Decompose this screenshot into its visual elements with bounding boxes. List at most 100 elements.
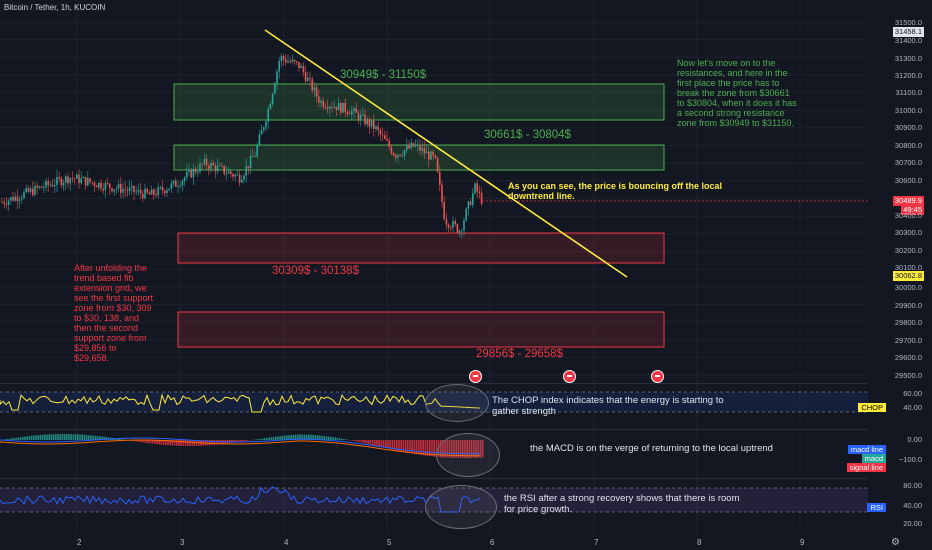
macd-histogram-bar bbox=[310, 434, 312, 440]
macd-histogram-bar bbox=[154, 440, 156, 444]
rsi-line bbox=[0, 486, 481, 513]
macd-histogram-bar bbox=[382, 440, 385, 448]
macd-histogram-bar bbox=[136, 440, 138, 442]
macd-histogram-bar bbox=[6, 439, 9, 440]
resistance-zone-2 bbox=[173, 83, 665, 121]
candle bbox=[408, 140, 410, 150]
candle bbox=[443, 196, 445, 221]
macd-histogram-bar bbox=[424, 440, 427, 456]
countdown-tag: 49:45 bbox=[901, 205, 924, 215]
macd-histogram-bar bbox=[17, 437, 20, 440]
macd-histogram-bar bbox=[255, 439, 257, 440]
candle bbox=[131, 180, 133, 195]
candle bbox=[331, 101, 333, 113]
candle bbox=[87, 171, 89, 187]
candle bbox=[249, 149, 252, 174]
candle bbox=[7, 198, 10, 212]
time-axis[interactable]: 2 3 4 5 6 7 8 9 bbox=[0, 535, 932, 550]
macd-histogram-bar bbox=[193, 440, 196, 446]
event-marker-icon[interactable] bbox=[563, 370, 576, 383]
macd-histogram-bar bbox=[270, 437, 273, 440]
pane-separator[interactable] bbox=[0, 383, 868, 384]
candle bbox=[309, 71, 311, 87]
top-price-tag: 31458.1 bbox=[892, 27, 924, 37]
event-marker-icon[interactable] bbox=[469, 370, 482, 383]
event-marker-icon[interactable] bbox=[651, 370, 664, 383]
candle bbox=[5, 196, 8, 210]
macd-histogram-bar bbox=[371, 440, 374, 445]
macd-histogram-bar bbox=[70, 434, 72, 440]
candle bbox=[146, 187, 148, 195]
candle bbox=[122, 182, 124, 199]
macd-histogram-bar bbox=[261, 438, 264, 440]
pane-separator[interactable] bbox=[0, 478, 868, 479]
candle bbox=[71, 171, 74, 184]
macd-histogram-bar bbox=[178, 440, 180, 446]
macd-histogram-bar bbox=[288, 435, 290, 440]
candle bbox=[263, 126, 265, 133]
candle bbox=[401, 150, 404, 159]
candle bbox=[236, 170, 239, 176]
candle bbox=[183, 175, 186, 186]
candle bbox=[25, 184, 27, 194]
candle bbox=[60, 175, 63, 189]
candle bbox=[104, 180, 107, 198]
candle bbox=[58, 171, 60, 183]
price-label: 30900.0 bbox=[894, 123, 922, 132]
macd-histogram-bar bbox=[305, 434, 308, 440]
macd-histogram-bar bbox=[143, 440, 145, 443]
candle bbox=[480, 187, 483, 207]
price-axis[interactable]: 31500.0 31458.1 31400.0 31300.0 31200.0 … bbox=[868, 0, 932, 535]
price-label: 31300.0 bbox=[894, 54, 922, 63]
macd-histogram-bar bbox=[283, 435, 286, 440]
macd-histogram-bar bbox=[316, 435, 319, 440]
macd-histogram-bar bbox=[15, 437, 17, 440]
candle bbox=[78, 169, 80, 189]
candle bbox=[139, 182, 142, 200]
candle bbox=[280, 53, 283, 68]
macd-histogram-bar bbox=[398, 440, 400, 451]
macd-histogram-bar bbox=[336, 437, 339, 440]
candle bbox=[203, 153, 206, 167]
macd-line-tag: macd line bbox=[847, 445, 886, 454]
candle bbox=[329, 105, 331, 117]
macd-histogram-bar bbox=[28, 436, 31, 440]
candle bbox=[76, 172, 78, 179]
pane-separator[interactable] bbox=[0, 429, 868, 430]
candle bbox=[324, 102, 327, 110]
candle bbox=[40, 185, 43, 189]
macd-histogram-bar bbox=[213, 440, 215, 445]
candle bbox=[463, 217, 465, 236]
candle bbox=[227, 167, 230, 174]
macd-histogram-bar bbox=[347, 439, 350, 441]
candle bbox=[219, 161, 221, 167]
support-zone-1 bbox=[177, 232, 665, 264]
candle bbox=[406, 137, 408, 154]
macd-histogram-bar bbox=[312, 434, 314, 440]
candles bbox=[1, 53, 483, 239]
macd-histogram-bar bbox=[303, 434, 306, 440]
candle bbox=[258, 129, 261, 147]
candle bbox=[432, 149, 434, 161]
candle bbox=[16, 189, 19, 209]
macd-histogram-bar bbox=[431, 440, 433, 457]
macd-histogram-bar bbox=[22, 436, 24, 440]
candle bbox=[1, 197, 3, 204]
macd-histogram-bar bbox=[149, 440, 152, 444]
candle bbox=[179, 181, 181, 189]
candle bbox=[155, 188, 157, 198]
candle bbox=[304, 65, 307, 85]
candle bbox=[381, 127, 384, 142]
symbol-title[interactable]: Bitcoin / Tether, 1h, KUCOIN bbox=[4, 3, 106, 12]
macd-histogram-bar bbox=[215, 440, 218, 445]
candle bbox=[12, 191, 14, 203]
macd-histogram-bar bbox=[81, 434, 83, 440]
candle bbox=[205, 154, 208, 171]
macd-histogram-bar bbox=[297, 434, 299, 440]
gear-icon[interactable]: ⚙ bbox=[891, 537, 900, 548]
macd-line bbox=[0, 437, 480, 455]
macd-histogram-bar bbox=[244, 440, 246, 442]
candle bbox=[355, 102, 357, 113]
chop-note: The CHOP index indicates that the energy… bbox=[492, 395, 724, 417]
candle bbox=[128, 180, 131, 196]
